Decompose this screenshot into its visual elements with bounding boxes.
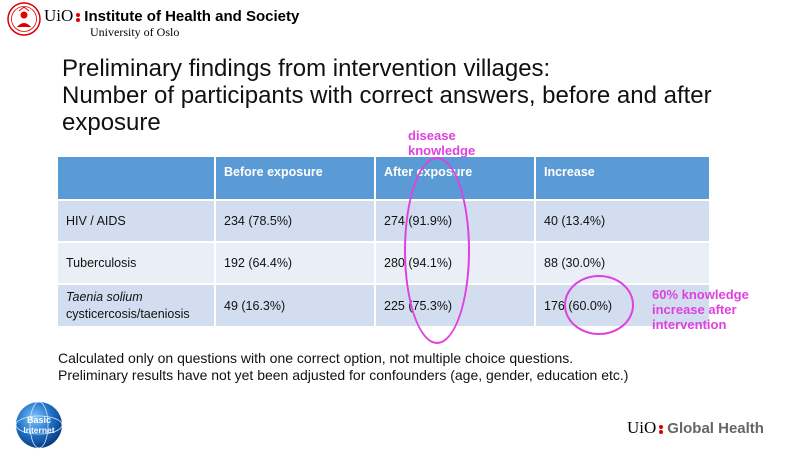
- row-label: Tuberculosis: [58, 241, 215, 284]
- logo-text-basic: Basic: [27, 415, 51, 425]
- column-header: [58, 157, 215, 200]
- annotation-disease-knowledge: disease knowledge: [408, 128, 476, 158]
- highlight-circle-increase: [564, 275, 634, 335]
- before-cell: 234 (78.5%): [214, 199, 375, 242]
- university-seal-icon: [7, 2, 41, 36]
- footnote: Calculated only on questions with one co…: [58, 350, 574, 366]
- global-health-logo: UiO Global Health: [627, 418, 764, 437]
- footnotes: Calculated only on questions with one co…: [58, 350, 798, 384]
- row-label: HIV / AIDS: [58, 199, 215, 242]
- table-row: HIV / AIDS 234 (78.5%) 274 (91.9%) 40 (1…: [58, 199, 709, 242]
- increase-cell: 88 (30.0%): [534, 241, 709, 284]
- basic-internet-logo-icon: Basic Internet: [15, 401, 63, 449]
- uio-dots-icon: [659, 424, 664, 435]
- header: UiO Institute of Health and Society Unive…: [0, 0, 800, 44]
- row-label-italic: Taenia solium: [66, 289, 143, 304]
- logo-text-internet: Internet: [23, 425, 54, 435]
- footnote: Preliminary results have not yet been ad…: [58, 367, 629, 383]
- table-row: Tuberculosis 192 (64.4%) 280 (94.1%) 88 …: [58, 241, 709, 284]
- column-header: Before exposure: [214, 157, 375, 200]
- table-header-row: Before exposure After exposure Increase: [58, 157, 709, 200]
- column-header: Increase: [534, 157, 709, 200]
- highlight-circle-after-exposure: [404, 157, 470, 344]
- annotation-knowledge-increase: 60% knowledge increase after interventio…: [652, 287, 749, 332]
- increase-cell: 40 (13.4%): [534, 199, 709, 242]
- university-name: University of Oslo: [90, 25, 180, 39]
- slide-title: Preliminary findings from intervention v…: [62, 55, 712, 136]
- before-cell: 192 (64.4%): [214, 241, 375, 284]
- row-label: Taenia solium cysticercosis/taeniosis: [58, 283, 215, 326]
- before-cell: 49 (16.3%): [214, 283, 375, 326]
- institute-name: UiO Institute of Health and Society: [44, 6, 300, 25]
- row-label-rest: cysticercosis/taeniosis: [66, 306, 190, 321]
- uio-dots-icon: [76, 12, 81, 23]
